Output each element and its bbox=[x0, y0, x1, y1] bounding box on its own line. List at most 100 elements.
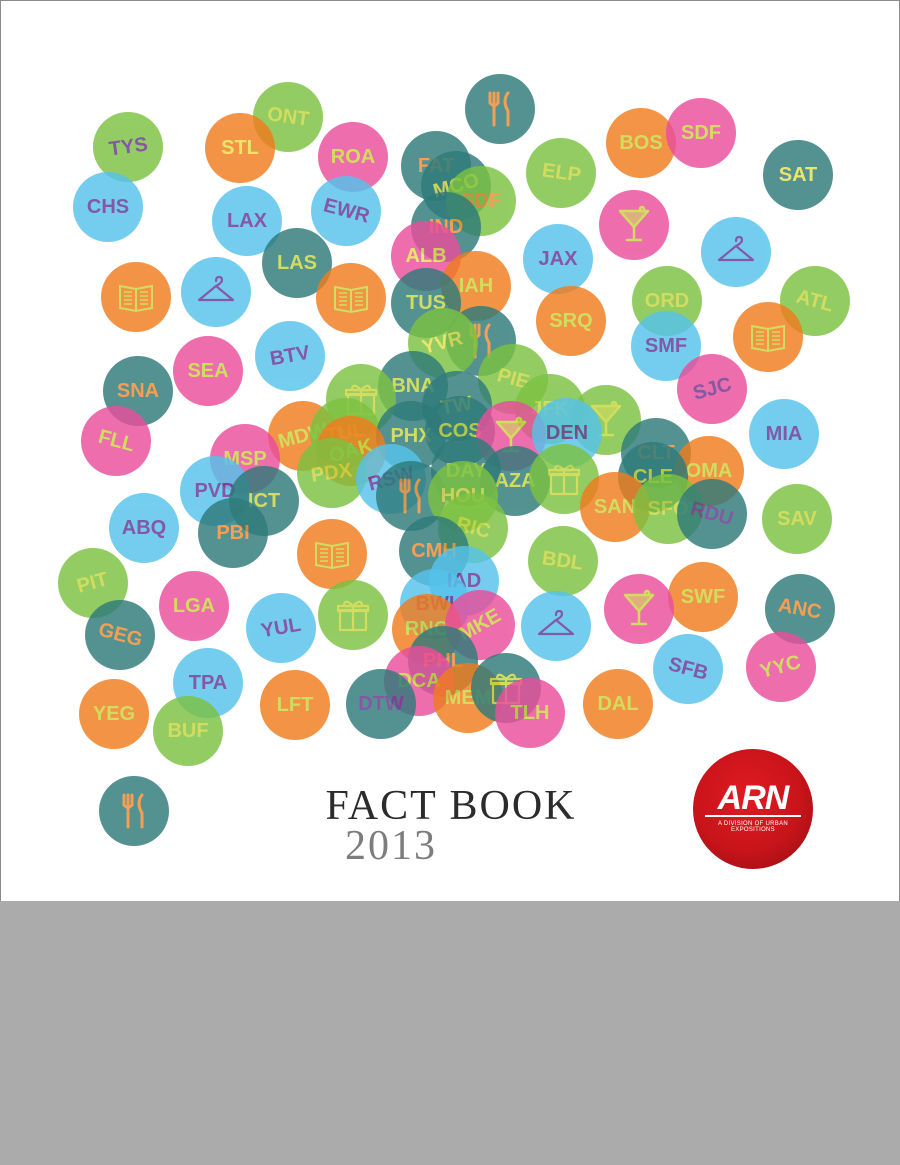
airport-code-circle: PBI bbox=[198, 498, 268, 568]
airport-code: YYC bbox=[758, 650, 804, 683]
airport-code-circle: BOS bbox=[606, 108, 676, 178]
airport-code: SEA bbox=[187, 359, 229, 382]
airport-code: RDU bbox=[688, 497, 736, 530]
airport-code-circle: ELP bbox=[526, 138, 596, 208]
airport-code: CHS bbox=[86, 195, 130, 218]
icon-circle bbox=[181, 257, 251, 327]
airport-code-circle: LGA bbox=[159, 571, 229, 641]
airport-code: AZA bbox=[494, 469, 536, 492]
airport-code-circle: LAS bbox=[262, 228, 332, 298]
book-icon bbox=[312, 534, 352, 574]
airport-code-circle: YEG bbox=[79, 679, 149, 749]
airport-code-circle: SAV bbox=[762, 484, 832, 554]
airport-code: PIT bbox=[74, 567, 111, 598]
icon-circle bbox=[99, 776, 169, 846]
airport-code: LFT bbox=[276, 693, 314, 716]
airport-code-circle: FLL bbox=[81, 406, 151, 476]
icon-circle bbox=[465, 74, 535, 144]
airport-code-circle: TLH bbox=[495, 678, 565, 748]
airport-code: DEN bbox=[545, 421, 589, 444]
icon-circle bbox=[733, 302, 803, 372]
martini-glass-icon bbox=[614, 205, 654, 245]
airport-code-circle: SFB bbox=[653, 634, 723, 704]
gift-icon bbox=[544, 459, 584, 499]
airport-code: YEG bbox=[92, 702, 136, 725]
gray-footer-band bbox=[0, 901, 900, 1165]
airport-code-circle: MIA bbox=[749, 399, 819, 469]
airport-code-circle: TYS bbox=[93, 112, 163, 182]
logo-subtitle: A DIVISION OF URBAN EXPOSITIONS bbox=[717, 821, 789, 833]
airport-code-circle: LFT bbox=[260, 670, 330, 740]
airport-code: SAV bbox=[777, 507, 817, 530]
airport-code: LAX bbox=[227, 209, 267, 232]
airport-code: BTV bbox=[268, 341, 312, 370]
airport-code-circle: ABQ bbox=[109, 493, 179, 563]
airport-code: LAS bbox=[277, 251, 317, 274]
airport-code-circle: JAX bbox=[523, 224, 593, 294]
arn-logo: ARN A DIVISION OF URBAN EXPOSITIONS bbox=[693, 749, 813, 869]
airport-code: TPA bbox=[188, 671, 228, 694]
airport-code-circle: BTV bbox=[255, 321, 325, 391]
airport-code: SNA bbox=[116, 379, 160, 402]
hanger-icon bbox=[716, 232, 756, 272]
airport-code-circle: DTW bbox=[346, 669, 416, 739]
airport-code: ALB bbox=[405, 244, 447, 267]
icon-circle bbox=[521, 591, 591, 661]
airport-code-circle: GEG bbox=[85, 600, 155, 670]
airport-code-circle: SDF bbox=[666, 98, 736, 168]
airport-code: ORD bbox=[644, 289, 690, 312]
martini-glass-icon bbox=[619, 589, 659, 629]
airport-code: BOS bbox=[619, 131, 663, 154]
hanger-icon bbox=[196, 272, 236, 312]
icon-circle bbox=[318, 580, 388, 650]
cover-title: FACT BOOK bbox=[325, 783, 577, 829]
airport-code: GEG bbox=[95, 618, 145, 651]
airport-code-circle: YYC bbox=[746, 632, 816, 702]
airport-code: BUF bbox=[167, 719, 209, 742]
icon-circle bbox=[701, 217, 771, 287]
fork-knife-icon bbox=[391, 476, 431, 516]
icon-circle bbox=[101, 262, 171, 332]
airport-code-circle: BDL bbox=[528, 526, 598, 596]
airport-code: PHX bbox=[390, 424, 432, 447]
airport-code: ANC bbox=[776, 593, 824, 624]
icon-circle bbox=[604, 574, 674, 644]
airport-code: OMA bbox=[685, 459, 733, 482]
airport-code-circle: SJC bbox=[677, 354, 747, 424]
airport-code-circle: SAN bbox=[580, 472, 650, 542]
airport-code: SJC bbox=[690, 372, 734, 405]
airport-code: PBI bbox=[216, 521, 250, 544]
airport-code-circle: SAT bbox=[763, 140, 833, 210]
airport-code: STL bbox=[221, 136, 259, 159]
airport-code: JAX bbox=[538, 247, 578, 270]
airport-code: SAN bbox=[593, 495, 637, 518]
airport-code: ATL bbox=[794, 285, 837, 316]
airport-code: ABQ bbox=[121, 516, 167, 539]
airport-code-circle: SRQ bbox=[536, 286, 606, 356]
martini-glass-icon bbox=[586, 400, 626, 440]
book-icon bbox=[116, 277, 156, 317]
airport-code-circle: PDX bbox=[297, 438, 367, 508]
airport-code-circle: BUF bbox=[153, 696, 223, 766]
airport-code: SMF bbox=[644, 334, 688, 357]
airport-code-circle: STL bbox=[205, 113, 275, 183]
book-icon bbox=[331, 278, 371, 318]
airport-code: DAL bbox=[597, 692, 639, 715]
airport-code: PDX bbox=[310, 458, 354, 487]
airport-code-circle: CHS bbox=[73, 172, 143, 242]
airport-code: PVD bbox=[194, 479, 236, 502]
fork-knife-icon bbox=[480, 89, 520, 129]
airport-code: IAH bbox=[458, 274, 494, 297]
airport-code-circle: YUL bbox=[246, 593, 316, 663]
airport-code: DTW bbox=[358, 692, 404, 715]
airport-code: ONT bbox=[265, 102, 311, 131]
airport-code: SAT bbox=[778, 163, 818, 186]
airport-code: SDF bbox=[681, 121, 721, 144]
airport-code: LGA bbox=[172, 594, 216, 617]
airport-code: TYS bbox=[107, 132, 149, 161]
cover-year: 2013 bbox=[345, 823, 437, 869]
logo-divider bbox=[705, 815, 801, 817]
hanger-icon bbox=[536, 606, 576, 646]
airport-code: FLL bbox=[95, 425, 137, 456]
airport-code-circle: DAL bbox=[583, 669, 653, 739]
